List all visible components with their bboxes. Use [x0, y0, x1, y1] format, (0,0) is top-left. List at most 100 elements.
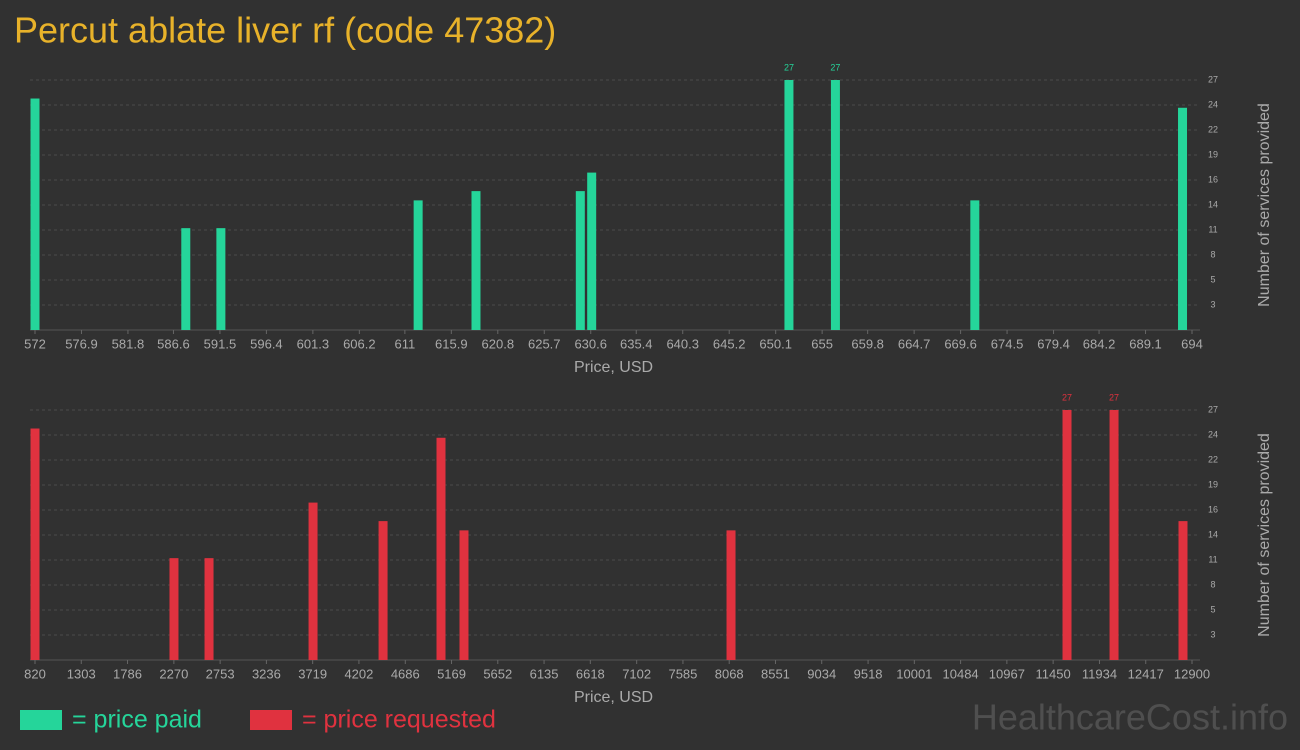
x-tick-label: 674.5: [991, 336, 1024, 351]
y-tick-label: 5: [1210, 604, 1215, 614]
y-tick-label: 16: [1208, 504, 1218, 514]
bar: [1062, 410, 1072, 660]
x-tick-label: 576.9: [65, 336, 98, 351]
legend-swatch: [250, 710, 292, 730]
legend-label: = price requested: [302, 706, 496, 734]
x-tick-label: 615.9: [435, 336, 468, 351]
bar: [169, 558, 179, 660]
bar: [1178, 521, 1188, 660]
x-tick-label: 659.8: [851, 336, 884, 351]
x-tick-label: 4686: [391, 666, 420, 681]
x-tick-label: 7585: [668, 666, 697, 681]
chart-title: Percut ablate liver rf (code 47382): [14, 10, 556, 51]
x-tick-label: 601.3: [297, 336, 330, 351]
x-tick-label: 645.2: [713, 336, 746, 351]
y-tick-label: 19: [1208, 479, 1218, 489]
x-tick-label: 586.6: [157, 336, 190, 351]
x-tick-label: 689.1: [1129, 336, 1162, 351]
bar: [830, 80, 840, 330]
y-tick-label: 14: [1208, 199, 1218, 209]
bar: [471, 191, 481, 330]
legend-swatch: [20, 710, 62, 730]
x-tick-label: 6618: [576, 666, 605, 681]
bar: [1109, 410, 1119, 660]
bar: [784, 80, 794, 330]
y-tick-label: 24: [1208, 99, 1218, 109]
legend-label: = price paid: [72, 706, 202, 734]
x-tick-label: 694: [1181, 336, 1203, 351]
value-label: 27: [1062, 392, 1072, 402]
x-tick-label: 11934: [1082, 666, 1117, 681]
bar: [459, 530, 469, 660]
y-tick-label: 16: [1208, 174, 1218, 184]
bar: [181, 228, 191, 330]
x-tick-label: 655: [811, 336, 833, 351]
x-tick-label: 596.4: [250, 336, 283, 351]
x-tick-label: 10001: [896, 666, 932, 681]
x-tick-label: 10484: [943, 666, 979, 681]
y-axis-label: Number of services provided: [1256, 433, 1273, 637]
bar: [970, 200, 980, 330]
bar: [216, 228, 226, 330]
x-tick-label: 12417: [1128, 666, 1164, 681]
value-label: 27: [1109, 392, 1119, 402]
bar: [436, 437, 446, 660]
y-tick-label: 3: [1210, 299, 1215, 309]
x-tick-label: 6135: [530, 666, 559, 681]
x-tick-label: 12900: [1174, 666, 1210, 681]
bar: [378, 521, 388, 660]
bar: [204, 558, 214, 660]
watermark: HealthcareCost.info: [972, 697, 1288, 738]
x-tick-label: 2753: [206, 666, 235, 681]
y-axis-label: Number of services provided: [1256, 103, 1273, 307]
y-tick-label: 22: [1208, 124, 1218, 134]
x-tick-label: 5652: [483, 666, 512, 681]
x-tick-label: 606.2: [343, 336, 376, 351]
x-tick-label: 820: [24, 666, 46, 681]
bar: [30, 98, 40, 330]
bar: [308, 502, 318, 660]
x-tick-label: 684.2: [1083, 336, 1116, 351]
x-tick-label: 640.3: [666, 336, 699, 351]
x-tick-label: 572: [24, 336, 46, 351]
x-tick-label: 611: [394, 336, 415, 351]
y-tick-label: 3: [1210, 629, 1215, 639]
y-tick-label: 22: [1208, 454, 1218, 464]
x-tick-label: 635.4: [620, 336, 653, 351]
x-tick-label: 9518: [854, 666, 883, 681]
x-axis-label: Price, USD: [574, 689, 653, 706]
bar: [1178, 107, 1188, 331]
x-tick-label: 3236: [252, 666, 281, 681]
y-tick-label: 27: [1208, 404, 1218, 414]
x-tick-label: 9034: [807, 666, 836, 681]
x-tick-label: 650.1: [759, 336, 792, 351]
y-tick-label: 8: [1210, 249, 1215, 259]
bar: [726, 530, 736, 660]
x-tick-label: 2270: [159, 666, 188, 681]
x-tick-label: 1303: [67, 666, 96, 681]
y-tick-label: 11: [1208, 224, 1217, 234]
bar: [30, 428, 40, 660]
y-tick-label: 14: [1208, 529, 1218, 539]
x-tick-label: 11450: [1036, 666, 1071, 681]
x-tick-label: 625.7: [528, 336, 561, 351]
x-tick-label: 10967: [989, 666, 1025, 681]
x-tick-label: 5169: [437, 666, 466, 681]
x-axis-label: Price, USD: [574, 359, 653, 376]
y-tick-label: 8: [1210, 579, 1215, 589]
x-tick-label: 1786: [113, 666, 142, 681]
y-tick-label: 27: [1208, 74, 1218, 84]
x-tick-label: 669.6: [944, 336, 977, 351]
x-tick-label: 630.6: [574, 336, 607, 351]
y-tick-label: 5: [1210, 274, 1215, 284]
x-tick-label: 8551: [761, 666, 790, 681]
value-label: 27: [784, 62, 794, 72]
value-label: 27: [830, 62, 840, 72]
x-tick-label: 620.8: [482, 336, 515, 351]
x-tick-label: 664.7: [898, 336, 931, 351]
x-tick-label: 3719: [298, 666, 327, 681]
y-tick-label: 19: [1208, 149, 1218, 159]
y-tick-label: 24: [1208, 429, 1218, 439]
x-tick-label: 4202: [344, 666, 373, 681]
